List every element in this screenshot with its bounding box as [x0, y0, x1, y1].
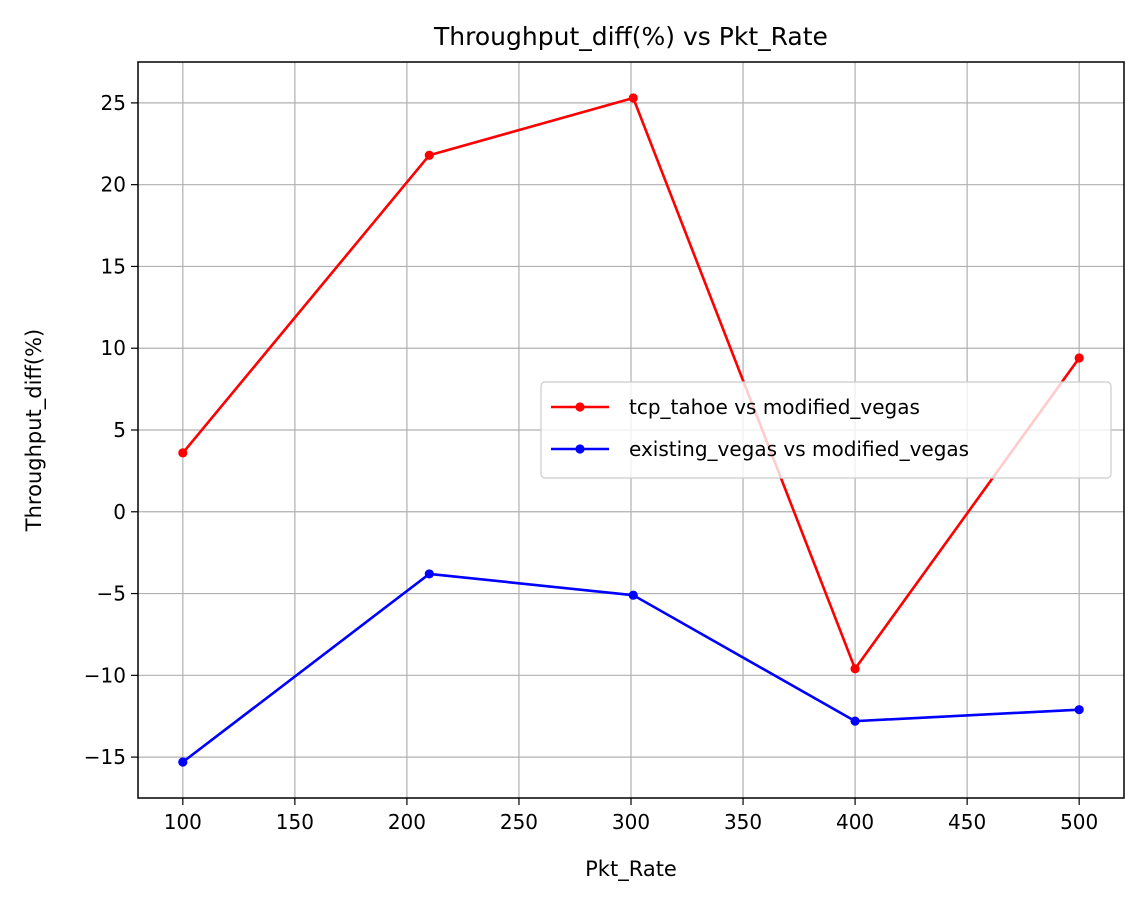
data-point [1074, 705, 1084, 715]
x-tick-label: 250 [500, 810, 538, 834]
x-tick-label: 450 [948, 810, 986, 834]
data-point [628, 93, 638, 103]
data-point [178, 448, 188, 458]
legend-label: tcp_tahoe vs modified_vegas [629, 395, 920, 419]
legend-item: existing_vegas vs modified_vegas [551, 437, 969, 461]
x-tick-label: 200 [388, 810, 426, 834]
y-axis-title: Throughput_diff(%) [22, 329, 47, 532]
y-tick-label: 10 [101, 336, 126, 360]
data-point [628, 590, 638, 600]
y-tick-label: −5 [97, 582, 126, 606]
y-tick-label: 25 [101, 91, 126, 115]
y-tick-label: 20 [101, 173, 126, 197]
data-point [850, 716, 860, 726]
data-point [424, 569, 434, 579]
chart-title: Throughput_diff(%) vs Pkt_Rate [433, 22, 828, 51]
legend-label: existing_vegas vs modified_vegas [629, 437, 969, 461]
x-axis-title: Pkt_Rate [585, 857, 677, 882]
data-point [1074, 353, 1084, 363]
x-tick-label: 100 [164, 810, 202, 834]
y-tick-label: 15 [101, 254, 126, 278]
y-tick-label: 5 [113, 418, 126, 442]
x-tick-label: 350 [724, 810, 762, 834]
legend-marker [575, 402, 585, 412]
y-axis: −15 −10 −5 0 5 10 15 20 25 [84, 91, 138, 769]
x-tick-label: 150 [276, 810, 314, 834]
x-tick-label: 300 [612, 810, 650, 834]
data-point [178, 757, 188, 767]
legend: tcp_tahoe vs modified_vegas existing_vega… [540, 381, 1112, 479]
legend-box [540, 381, 1112, 479]
y-tick-label: 0 [113, 500, 126, 524]
x-tick-label: 500 [1060, 810, 1098, 834]
y-tick-label: −10 [84, 663, 126, 687]
data-point [850, 664, 860, 674]
legend-marker [575, 444, 585, 454]
series-2 [178, 569, 1084, 767]
x-tick-label: 400 [836, 810, 874, 834]
series-1 [178, 93, 1084, 674]
series-layer [178, 93, 1084, 767]
x-axis: 100 150 200 250 300 350 400 450 500 [164, 798, 1098, 834]
y-tick-label: −15 [84, 745, 126, 769]
legend-item: tcp_tahoe vs modified_vegas [551, 395, 920, 419]
data-point [424, 150, 434, 160]
